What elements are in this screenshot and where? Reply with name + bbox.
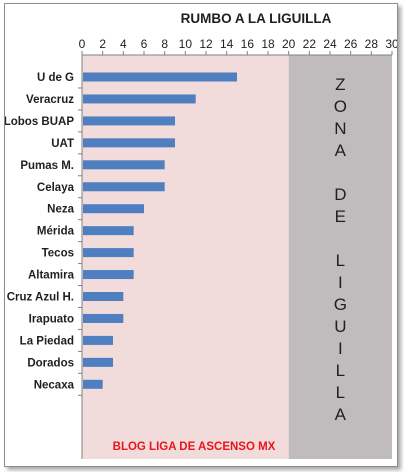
- x-tick-label: 26: [344, 37, 358, 51]
- zone-label-letter: U: [334, 317, 346, 336]
- bar: [83, 182, 165, 192]
- zone-label-letter: L: [336, 251, 345, 270]
- axes: [81, 54, 392, 459]
- bar: [83, 204, 144, 214]
- x-tick-label: 12: [199, 37, 213, 51]
- x-tick-label: 14: [220, 37, 234, 51]
- x-tick-label: 30: [385, 37, 397, 51]
- category-label: Celaya: [37, 182, 75, 194]
- chart-card: RUMBO A LA LIGUILLA 0 2 4 6 8 10 12 14 16 18 20 22 2…: [4, 3, 398, 467]
- category-label: La Piedad: [20, 335, 74, 347]
- category-label: Pumas M.: [20, 160, 74, 172]
- bar: [83, 94, 196, 104]
- zone-label-letter: N: [334, 119, 346, 138]
- zone-label-letter: G: [334, 295, 347, 314]
- zone-label-letter: Z: [335, 75, 345, 94]
- bar: [83, 160, 165, 170]
- x-tick-label: 22: [303, 37, 317, 51]
- x-tick-label: 16: [241, 37, 255, 51]
- blog-footer-label: BLOG LIGA DE ASCENSO MX: [113, 441, 276, 453]
- zone-label-letter: L: [336, 361, 345, 380]
- bar: [83, 335, 113, 345]
- bar: [83, 270, 134, 280]
- bar: [83, 138, 175, 148]
- chart-title: RUMBO A LA LIGUILLA: [181, 11, 332, 26]
- category-label: Tecos: [42, 248, 74, 260]
- zone-label-letter: L: [336, 383, 345, 402]
- x-tick-label: 18: [261, 37, 275, 51]
- bar: [83, 116, 175, 126]
- category-label: UAT: [51, 138, 74, 150]
- category-label: Lobos BUAP: [5, 116, 74, 128]
- category-label: Veracruz: [26, 94, 74, 106]
- category-label: Cruz Azul H.: [7, 292, 74, 304]
- zone-label-letter: I: [338, 273, 343, 292]
- chart: RUMBO A LA LIGUILLA 0 2 4 6 8 10 12 14 16 18 20 22 2…: [5, 11, 397, 459]
- x-tick-label: 6: [141, 37, 148, 51]
- x-axis-ticks: 0 2 4 6 8 10 12 14 16 18 20 22 24 26 28 30: [79, 37, 397, 55]
- category-label: Altamira: [28, 270, 75, 282]
- x-tick-label: 0: [79, 37, 86, 51]
- zone-label-letter: E: [335, 207, 346, 226]
- bar: [83, 379, 103, 389]
- bar: [83, 313, 124, 323]
- x-tick-label: 8: [161, 37, 168, 51]
- x-tick-label: 4: [120, 37, 127, 51]
- category-label: Dorados: [27, 357, 74, 369]
- bar: [83, 248, 134, 258]
- bars: [83, 72, 237, 389]
- zone-label-letter: A: [335, 405, 347, 424]
- bar: [83, 72, 237, 82]
- zone-label-letter: I: [338, 339, 343, 358]
- category-label: U de G: [37, 72, 74, 84]
- bar: [83, 292, 124, 301]
- bar: [83, 357, 113, 367]
- category-label: Neza: [47, 204, 74, 216]
- category-labels: U de G Veracruz Lobos BUAP UAT Pumas M. Celay…: [5, 72, 82, 396]
- x-tick-label: 28: [365, 37, 379, 51]
- zone-label-letter: O: [334, 97, 347, 116]
- x-tick-label: 10: [179, 37, 193, 51]
- category-label: Irapuato: [29, 313, 74, 325]
- zone-label-letter: A: [335, 141, 347, 160]
- liguilla-zone: [288, 55, 392, 459]
- category-label: Mérida: [37, 226, 75, 238]
- zone-label-letter: D: [334, 185, 346, 204]
- x-tick-label: 24: [323, 37, 337, 51]
- bar: [83, 226, 134, 236]
- x-tick-label: 20: [282, 37, 296, 51]
- category-label: Necaxa: [34, 379, 75, 391]
- x-tick-label: 2: [99, 37, 106, 51]
